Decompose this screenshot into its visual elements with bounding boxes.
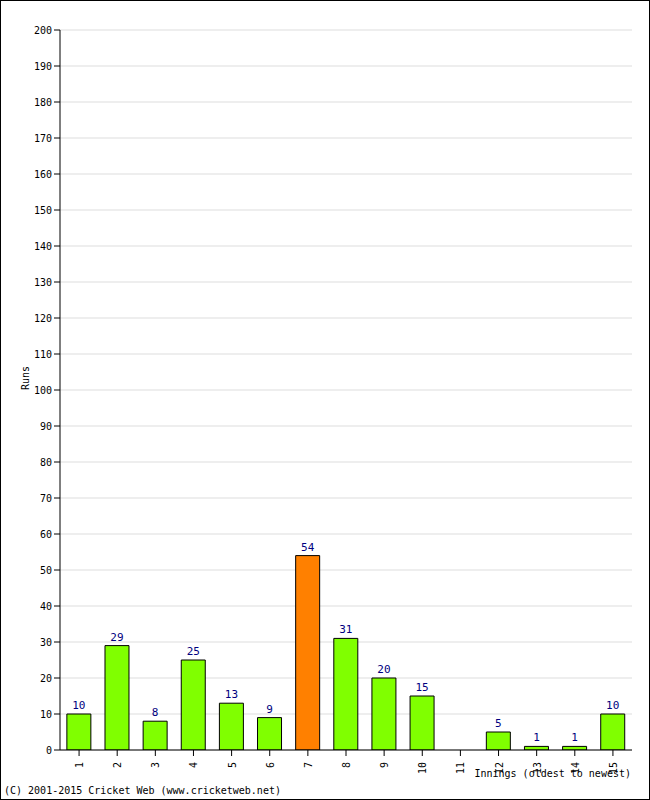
svg-text:1: 1	[571, 731, 578, 744]
svg-text:25: 25	[187, 645, 200, 658]
svg-text:9: 9	[379, 762, 390, 768]
svg-text:130: 130	[34, 277, 52, 288]
svg-text:20: 20	[40, 673, 52, 684]
svg-text:10: 10	[72, 699, 85, 712]
svg-text:120: 120	[34, 313, 52, 324]
svg-text:70: 70	[40, 493, 52, 504]
svg-text:4: 4	[188, 762, 199, 768]
svg-text:190: 190	[34, 61, 52, 72]
svg-text:200: 200	[34, 25, 52, 36]
svg-text:180: 180	[34, 97, 52, 108]
html-text:Innings (oldest to newest): Innings (oldest to newest)	[474, 768, 631, 779]
svg-text:3: 3	[150, 762, 161, 768]
svg-text:15: 15	[415, 681, 428, 694]
svg-text:30: 30	[40, 637, 52, 648]
svg-text:8: 8	[341, 762, 352, 768]
svg-text:7: 7	[303, 762, 314, 768]
svg-text:1: 1	[74, 762, 85, 768]
svg-text:10: 10	[606, 699, 619, 712]
svg-text:50: 50	[40, 565, 52, 576]
svg-text:11: 11	[455, 762, 466, 774]
svg-text:80: 80	[40, 457, 52, 468]
svg-text:170: 170	[34, 133, 52, 144]
svg-text:5: 5	[227, 762, 238, 768]
svg-text:29: 29	[110, 631, 123, 644]
svg-text:9: 9	[266, 703, 273, 716]
svg-text:8: 8	[152, 706, 159, 719]
svg-text:90: 90	[40, 421, 52, 432]
svg-text:160: 160	[34, 169, 52, 180]
svg-text:150: 150	[34, 205, 52, 216]
svg-text:1: 1	[533, 731, 540, 744]
svg-text:2: 2	[112, 762, 123, 768]
svg-text:60: 60	[40, 529, 52, 540]
svg-text:6: 6	[265, 762, 276, 768]
svg-text:Runs: Runs	[20, 366, 31, 390]
svg-text:110: 110	[34, 349, 52, 360]
svg-text:54: 54	[301, 541, 315, 554]
html-text:(C) 2001-2015 Cricket Web (www: (C) 2001-2015 Cricket Web (www.cricketwe…	[4, 785, 281, 796]
svg-text:13: 13	[225, 688, 238, 701]
svg-text:10: 10	[40, 709, 52, 720]
svg-text:100: 100	[34, 385, 52, 396]
svg-text:5: 5	[495, 717, 502, 730]
svg-text:10: 10	[417, 762, 428, 774]
svg-text:20: 20	[377, 663, 390, 676]
svg-text:31: 31	[339, 623, 352, 636]
svg-text:0: 0	[46, 745, 52, 756]
svg-text:40: 40	[40, 601, 52, 612]
svg-text:140: 140	[34, 241, 52, 252]
